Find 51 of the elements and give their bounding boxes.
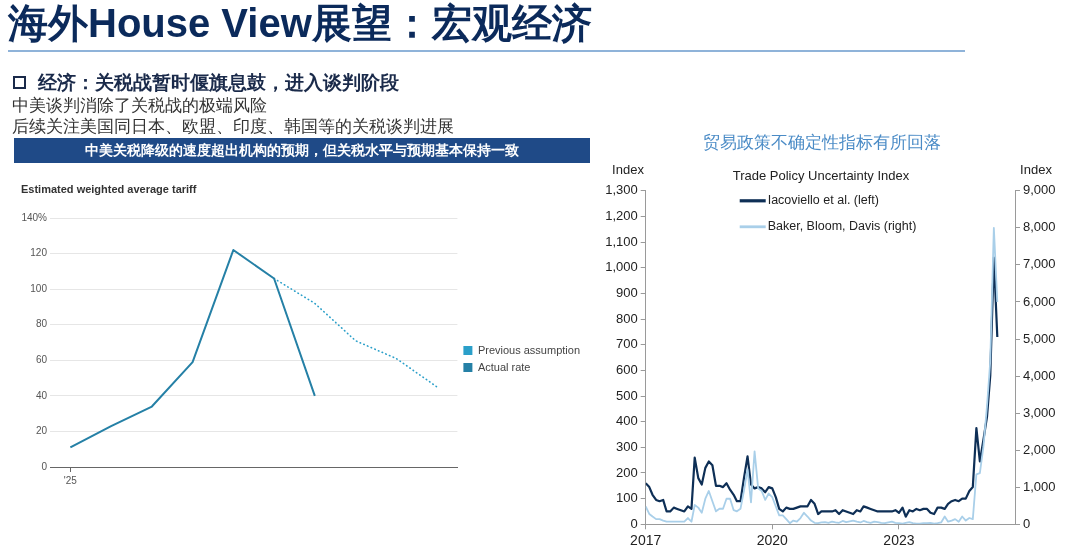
y-tick-label: 1,000 bbox=[605, 259, 638, 275]
y-tick-label: 1,300 bbox=[605, 182, 638, 198]
legend-label: Previous assumption bbox=[477, 343, 580, 356]
y2-tick-label: 3,000 bbox=[1023, 404, 1056, 420]
y-tick-label: 1,200 bbox=[605, 208, 638, 224]
y2-tick-label: 4,000 bbox=[1023, 367, 1056, 383]
y-tick-label: 400 bbox=[616, 413, 638, 429]
y2-tick-label: 6,000 bbox=[1023, 293, 1056, 309]
y-tick-label: 500 bbox=[616, 387, 638, 403]
y-tick-label: 0 bbox=[41, 460, 48, 472]
y2-tick-label: 9,000 bbox=[1023, 182, 1056, 198]
y2-tick-label: 8,000 bbox=[1023, 219, 1056, 235]
legend-label: Actual rate bbox=[477, 360, 531, 373]
y2-tick-label: 5,000 bbox=[1023, 330, 1056, 346]
y-tick-label: 80 bbox=[35, 318, 48, 330]
x-tick-label: 2023 bbox=[883, 531, 915, 548]
y-tick-label: 20 bbox=[35, 425, 48, 437]
chart-title: 贸易政策不确定性指标有所回落 bbox=[702, 132, 941, 154]
y-tick-label: 40 bbox=[35, 389, 48, 401]
chart-subtitle: Trade Policy Uncertainty Index bbox=[732, 168, 910, 184]
y2-axis-title: Index bbox=[1020, 162, 1052, 178]
text: 经济：关税战暂时偃旗息鼓，进入谈判阶段 bbox=[38, 71, 399, 95]
y-tick-label: 300 bbox=[616, 438, 638, 454]
x-tick-label: '25 bbox=[63, 474, 78, 486]
y2-tick-label: 1,000 bbox=[1023, 478, 1056, 494]
y2-tick-label: 7,000 bbox=[1023, 256, 1056, 272]
y-tick-label: 600 bbox=[616, 361, 638, 377]
y2-tick-label: 0 bbox=[1023, 515, 1031, 531]
y-tick-label: 100 bbox=[30, 282, 48, 294]
title-banner: 中美关税降级的速度超出机构的预期，但关税水平与预期基本保持一致 bbox=[14, 138, 590, 163]
y-tick-label: 60 bbox=[35, 354, 48, 366]
legend-label: Baker, Bloom, Davis (right) bbox=[767, 219, 917, 234]
y-tick-label: 200 bbox=[616, 464, 638, 480]
y-axis-title: Index bbox=[612, 162, 644, 178]
y-tick-label: 700 bbox=[616, 336, 638, 352]
y-tick-label: 120 bbox=[30, 247, 48, 259]
text: 海外House View展望：宏观经济 bbox=[8, 0, 592, 46]
chart-subtitle: Estimated weighted average tariff bbox=[21, 182, 197, 196]
y-tick-label: 900 bbox=[616, 284, 638, 300]
y2-tick-label: 2,000 bbox=[1023, 441, 1056, 457]
x-tick-label: 2020 bbox=[756, 531, 789, 548]
x-tick-label: 2017 bbox=[630, 531, 662, 548]
y-tick-label: 800 bbox=[616, 310, 638, 326]
y-tick-label: 140% bbox=[21, 211, 48, 223]
text: 后续关注美国同日本、欧盟、印度、韩国等的关税谈判进展 bbox=[12, 116, 454, 137]
legend-label: Iacoviello et al. (left) bbox=[767, 193, 879, 208]
chart-title: 中美关税降级的速度超出机构的预期，但关税水平与预期基本保持一致 bbox=[85, 142, 519, 160]
text: 中美谈判消除了关税战的极端风险 bbox=[12, 95, 267, 116]
y-tick-label: 0 bbox=[630, 515, 638, 531]
y-tick-label: 100 bbox=[616, 490, 638, 506]
y-tick-label: 1,100 bbox=[605, 233, 638, 249]
